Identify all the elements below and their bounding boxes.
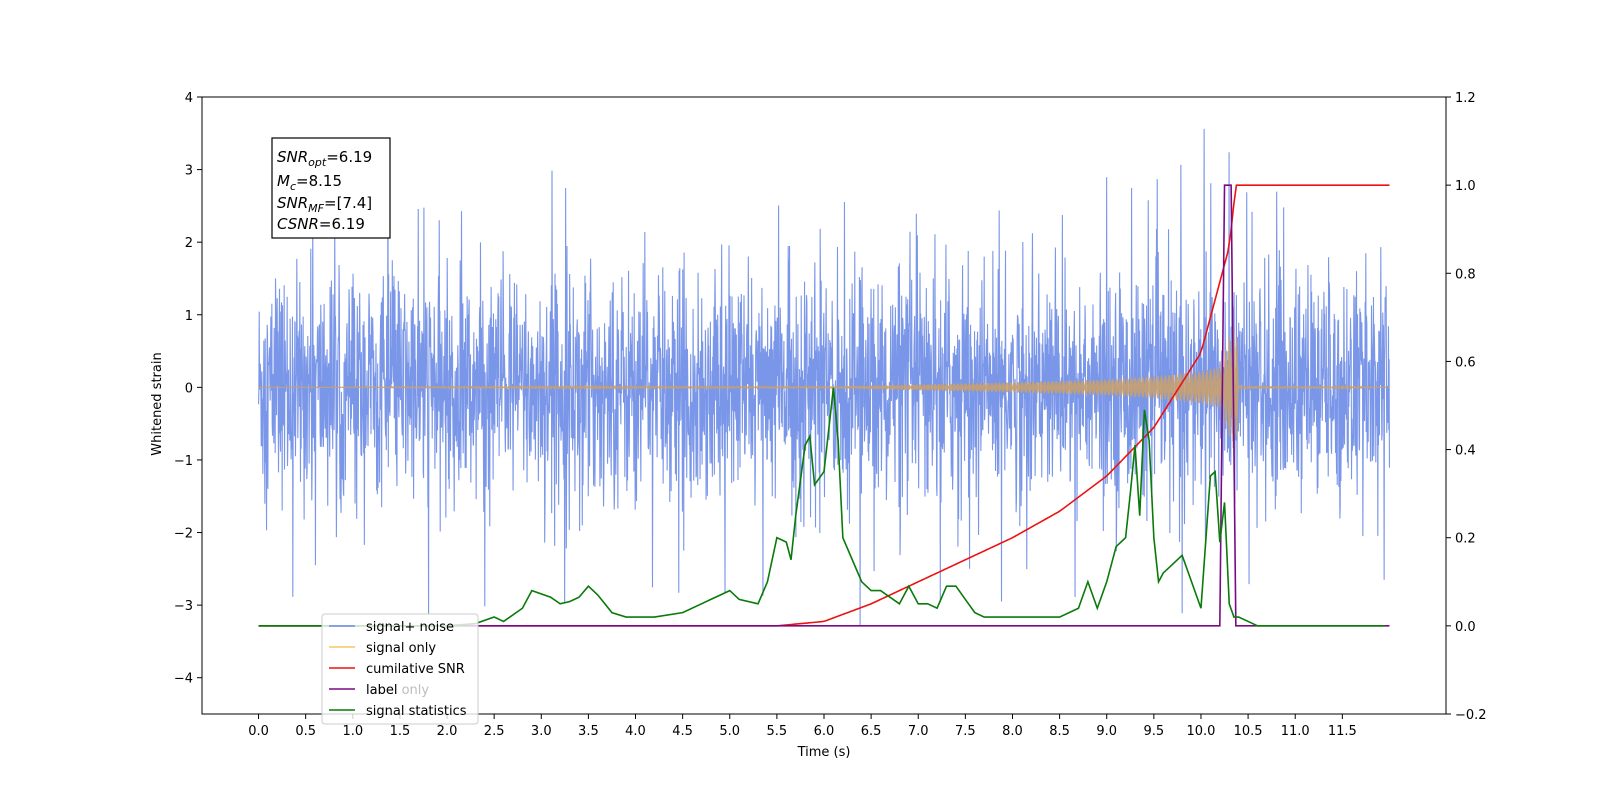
- plot-area: [258, 128, 1390, 627]
- y-axis-label: Whitened strain: [150, 352, 165, 455]
- tick-layer: 0.0 0.5 1.0 1.5 2.0 2.5 3.0 3.5 4.0 4.5 5.0 5.5 6.0 6…: [174, 91, 1487, 739]
- series-signal-noise-line: [258, 128, 1390, 626]
- legend-item-label-only: label only: [366, 683, 429, 698]
- legend-label-signal-noise: signal+ noise: [366, 620, 454, 635]
- legend-item-signal-noise: signal+ noise: [329, 620, 454, 635]
- legend-item-signal-only: signal only: [329, 641, 436, 656]
- x-tick-label: 9.0: [1096, 724, 1117, 739]
- y-tick-label: 0: [185, 381, 193, 396]
- x-tick-label: 1.0: [342, 724, 363, 739]
- y-tick-label: 3: [185, 164, 193, 179]
- x-tick-label: 6.0: [814, 724, 835, 739]
- x-tick-label: 4.0: [625, 724, 646, 739]
- series-label-line: [258, 184, 1390, 627]
- x-tick-label: 3.0: [531, 724, 552, 739]
- y2-tick-label: −0.2: [1455, 708, 1487, 723]
- annotation-csnr-value: 6.19: [332, 215, 365, 233]
- y2-tick-label: 1.2: [1455, 91, 1476, 106]
- x-tick-label: 7.5: [955, 724, 976, 739]
- y-tick-label: −1: [174, 454, 193, 469]
- annotation-snr-mf: SNRMF=[7.4]: [277, 194, 372, 215]
- series-signal-statistics-line: [258, 387, 1385, 627]
- legend-item-signal-statistics: signal statistics: [329, 704, 467, 719]
- annotation-snr-opt: SNRopt=6.19: [277, 148, 372, 169]
- y2-tick-label: 0.2: [1455, 532, 1476, 547]
- x-tick-label: 7.0: [908, 724, 929, 739]
- legend-item-cumulative-snr: cumilative SNR: [329, 662, 465, 677]
- y2-tick-label: 0.0: [1455, 620, 1476, 635]
- y-tick-label: −4: [174, 672, 193, 687]
- series-group: [258, 128, 1390, 627]
- y-tick-label: −2: [174, 527, 193, 542]
- x-tick-label: 5.5: [767, 724, 788, 739]
- x-tick-label: 2.0: [437, 724, 458, 739]
- y-tick-label: 4: [185, 91, 193, 106]
- x-tick-label: 0.5: [295, 724, 316, 739]
- x-tick-label: 1.5: [390, 724, 411, 739]
- y2-tick-label: 0.8: [1455, 267, 1476, 282]
- x-tick-label: 10.5: [1234, 724, 1263, 739]
- y2-tick-label: 0.6: [1455, 355, 1476, 370]
- legend: signal+ noise signal only cumilative SNR…: [321, 613, 479, 725]
- legend-label-label: label: [366, 683, 397, 698]
- annotation-mc: Mc=8.15: [277, 172, 342, 193]
- x-tick-label: 9.5: [1144, 724, 1165, 739]
- x-tick-label: 11.5: [1328, 724, 1357, 739]
- legend-label-cumulative-snr: cumilative SNR: [366, 662, 465, 677]
- legend-label-label-only: label only: [366, 683, 429, 698]
- x-tick-label: 4.5: [672, 724, 693, 739]
- x-axis-label: Time (s): [797, 745, 851, 760]
- annotation-snr-opt-value: 6.19: [339, 148, 372, 166]
- x-tick-label: 11.0: [1281, 724, 1310, 739]
- y2-tick-label: 0.4: [1455, 444, 1476, 459]
- y-tick-label: −3: [174, 599, 193, 614]
- series-signal-only-line: [258, 326, 1390, 448]
- x-tick-label: 8.5: [1049, 724, 1070, 739]
- x-tick-label: 8.0: [1002, 724, 1023, 739]
- annotation-box: SNRopt=6.19 Mc=8.15 SNRMF=[7.4] CSNR=6.1…: [271, 137, 391, 239]
- x-tick-label: 0.0: [248, 724, 269, 739]
- y2-tick-label: 1.0: [1455, 179, 1476, 194]
- y-tick-label: 2: [185, 236, 193, 251]
- annotation-mc-value: 8.15: [309, 172, 342, 190]
- x-tick-label: 6.5: [861, 724, 882, 739]
- y-tick-label: 1: [185, 309, 193, 324]
- annotation-csnr: CSNR=6.19: [277, 215, 365, 233]
- legend-label-signal-only: signal only: [366, 641, 436, 656]
- annotation-snr-mf-value: [7.4]: [337, 194, 373, 212]
- legend-label-signal-statistics: signal statistics: [366, 704, 467, 719]
- x-tick-label: 3.5: [578, 724, 599, 739]
- legend-item-label: label: [329, 683, 397, 698]
- x-tick-label: 5.0: [719, 724, 740, 739]
- x-tick-label: 2.5: [484, 724, 505, 739]
- x-tick-label: 10.0: [1186, 724, 1215, 739]
